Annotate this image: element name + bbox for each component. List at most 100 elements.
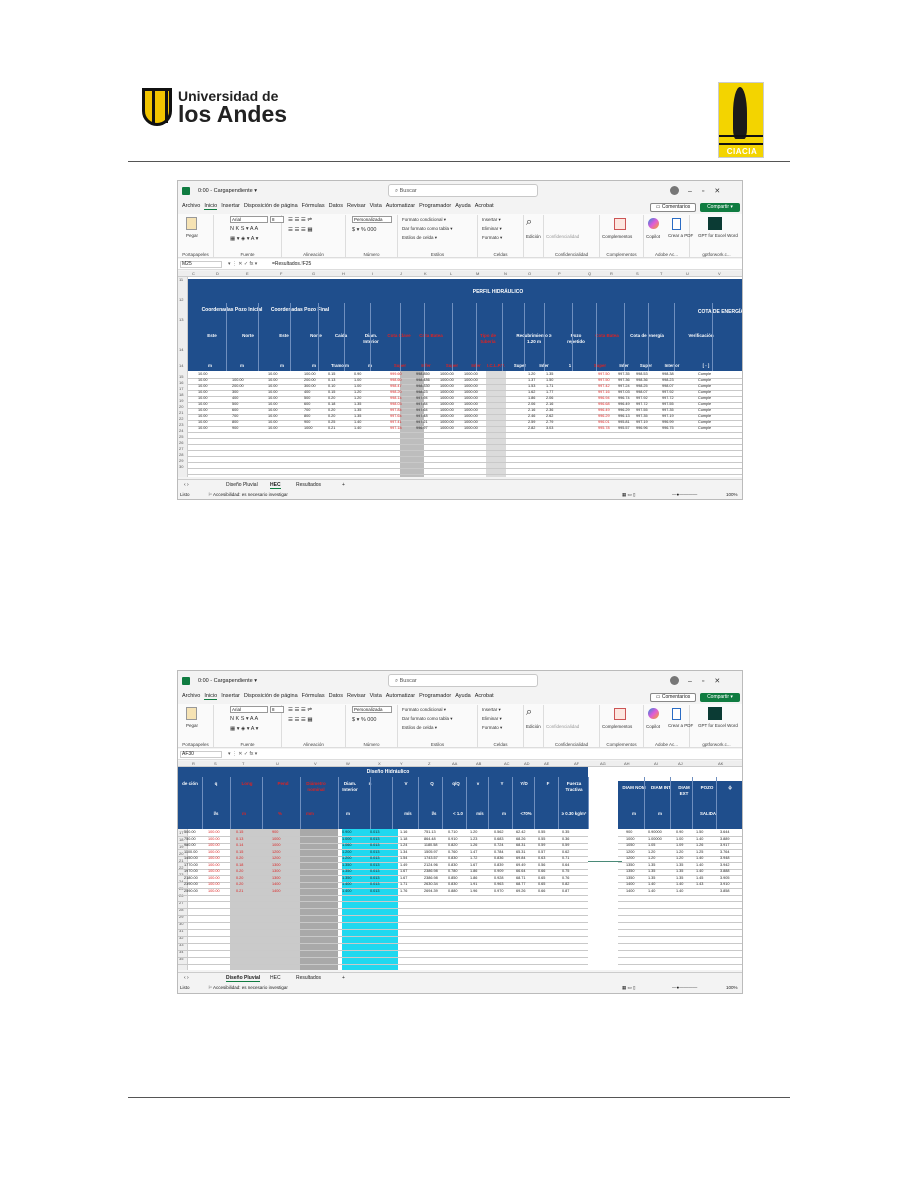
- table-cell[interactable]: 0.850: [448, 875, 458, 880]
- table-cell[interactable]: 1000.00: [440, 390, 454, 394]
- name-box[interactable]: AF30: [180, 751, 222, 758]
- table-cell[interactable]: 996.97: [416, 426, 428, 430]
- table-cell[interactable]: 1.67: [400, 875, 408, 880]
- column-header-T[interactable]: T: [660, 271, 663, 276]
- table-cell[interactable]: 0.839: [494, 862, 504, 867]
- row-header-20[interactable]: 30: [179, 464, 184, 469]
- table-cell[interactable]: 0.830: [448, 882, 458, 886]
- table-cell[interactable]: 10.00: [268, 414, 278, 418]
- table-cell[interactable]: 0.65: [538, 875, 546, 880]
- table-cell[interactable]: 1200: [272, 856, 281, 860]
- row-header-23[interactable]: 31: [179, 928, 184, 933]
- table-cell[interactable]: 3.888: [720, 869, 730, 873]
- table-cell[interactable]: 1000.00: [440, 372, 454, 376]
- table-cell[interactable]: 2630.34: [424, 882, 438, 886]
- edit-search-icon[interactable]: ⌕: [526, 216, 533, 228]
- table-cell[interactable]: 1.20: [354, 390, 362, 394]
- table-cell[interactable]: 0.36: [562, 836, 570, 841]
- column-header-AH[interactable]: AH: [624, 761, 630, 766]
- table-cell[interactable]: 400: [232, 396, 239, 400]
- table-format[interactable]: Dar formato como tabla ▾: [402, 716, 453, 721]
- table-cell[interactable]: 1.35: [676, 875, 684, 880]
- table-cell[interactable]: 1.91: [470, 882, 478, 886]
- column-header-P[interactable]: P: [558, 271, 561, 276]
- row-header-11[interactable]: 19: [179, 844, 184, 849]
- table-cell[interactable]: 10.00: [198, 372, 208, 376]
- table-cell[interactable]: 200.00: [304, 378, 316, 382]
- table-cell[interactable]: 0.20: [328, 408, 336, 412]
- table-cell[interactable]: 10.00: [198, 408, 208, 412]
- table-cell[interactable]: 1.18: [400, 836, 408, 841]
- table-cell[interactable]: 0.562: [494, 830, 504, 834]
- table-cell[interactable]: 1.00: [354, 384, 362, 388]
- addins-label[interactable]: Complementos: [602, 724, 633, 729]
- table-cell[interactable]: 900: [232, 426, 239, 430]
- align-buttons-2[interactable]: ☰ ☰ ☰ ▦: [288, 717, 313, 723]
- table-cell[interactable]: 1000.00: [440, 408, 454, 412]
- table-cell[interactable]: 0.21: [328, 426, 336, 430]
- table-cell[interactable]: 998.14: [390, 396, 402, 400]
- zoom-level[interactable]: 100%: [726, 492, 738, 497]
- menu-item-11[interactable]: Acrobat: [474, 693, 494, 699]
- table-cell[interactable]: 900: [272, 830, 279, 834]
- font-size-box[interactable]: 8: [270, 216, 284, 223]
- table-cell[interactable]: 0.013: [370, 843, 380, 847]
- table-cell[interactable]: 1000.00: [440, 384, 454, 388]
- table-cell[interactable]: 1.72: [470, 856, 478, 860]
- table-cell[interactable]: 1770.00: [184, 862, 198, 867]
- table-cell[interactable]: 1000.00: [440, 426, 454, 430]
- table-cell[interactable]: 1200: [626, 856, 635, 860]
- table-cell[interactable]: 997.18: [390, 426, 402, 430]
- table-cell[interactable]: 0.013: [370, 882, 380, 886]
- table-cell[interactable]: 996.75: [662, 426, 674, 430]
- column-header-K[interactable]: K: [424, 271, 427, 276]
- row-header-0[interactable]: 11: [179, 277, 184, 282]
- column-header-AK[interactable]: AK: [718, 761, 724, 766]
- table-cell[interactable]: 100.00: [208, 830, 220, 834]
- table-cell[interactable]: 0.64: [562, 862, 570, 867]
- table-cell[interactable]: 0.59: [562, 843, 570, 847]
- table-cell[interactable]: 997.36: [618, 378, 630, 382]
- menu-item-9[interactable]: Programador: [419, 693, 452, 699]
- menu-item-4[interactable]: Fórmulas: [301, 203, 325, 209]
- user-avatar[interactable]: [670, 186, 679, 195]
- column-header-AI[interactable]: AI: [654, 761, 658, 766]
- column-header-S[interactable]: S: [214, 761, 217, 766]
- table-cell[interactable]: 997.35: [618, 372, 630, 376]
- table-cell[interactable]: 997.72: [662, 396, 674, 400]
- row-header-4[interactable]: 14: [179, 363, 184, 368]
- table-cell[interactable]: 400: [304, 390, 311, 394]
- table-cell[interactable]: 1.20: [354, 396, 362, 400]
- table-cell[interactable]: 0.780: [448, 869, 458, 873]
- table-cell[interactable]: 0.909: [494, 869, 504, 873]
- column-header-S[interactable]: S: [636, 271, 639, 276]
- table-cell[interactable]: 1300: [272, 862, 281, 867]
- table-cell[interactable]: 0.55: [538, 836, 546, 841]
- table-cell[interactable]: 0.13: [328, 378, 336, 382]
- formula-value[interactable]: =Resultados.!F25: [272, 261, 312, 267]
- table-cell[interactable]: 998.47: [390, 384, 402, 388]
- align-buttons[interactable]: ☰ ☰ ☰ ⇌: [288, 217, 312, 223]
- table-cell[interactable]: 1.40: [676, 882, 684, 886]
- column-header-AG[interactable]: AG: [600, 761, 606, 766]
- column-header-AE[interactable]: AE: [544, 761, 550, 766]
- table-cell[interactable]: 1000.00: [464, 414, 478, 418]
- table-cell[interactable]: 600: [304, 402, 311, 406]
- table-cell[interactable]: 0.963: [494, 882, 504, 886]
- align-buttons-2[interactable]: ☰ ☰ ☰ ▦: [288, 227, 313, 233]
- row-header-1[interactable]: 12: [179, 297, 184, 302]
- table-cell[interactable]: 1970.00: [184, 869, 198, 873]
- table-cell[interactable]: 0.784: [494, 849, 504, 854]
- column-header-Z[interactable]: Z: [428, 761, 431, 766]
- table-cell[interactable]: 2124.96: [424, 862, 438, 867]
- row-header-9[interactable]: 19: [179, 398, 184, 403]
- table-cell[interactable]: 1400: [272, 882, 281, 886]
- table-cell[interactable]: 100.00: [208, 869, 220, 873]
- fx-icon[interactable]: ▾ ⋮ ✕ ✓ fx ▾: [228, 261, 258, 267]
- delete-cells[interactable]: Eliminar ▾: [482, 716, 502, 721]
- table-cell[interactable]: 997.50: [598, 378, 610, 382]
- table-cell[interactable]: 0.683: [494, 836, 504, 841]
- table-cell[interactable]: 996.29: [618, 408, 630, 412]
- table-cell[interactable]: 0.20: [328, 414, 336, 418]
- table-cell[interactable]: 1000.00: [464, 372, 478, 376]
